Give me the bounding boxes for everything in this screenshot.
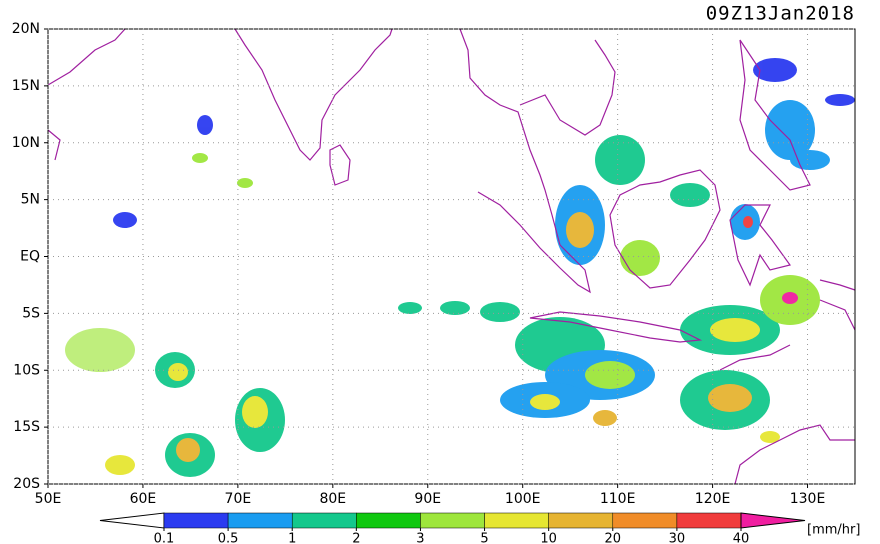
colorbar-box [356,512,421,529]
lat-label: 5S [22,305,40,321]
lon-label: 70E [225,491,252,507]
lat-label: 20S [13,476,40,492]
colorbar-box [420,512,485,529]
colorbar-box [291,512,357,529]
colorbar-box [227,512,293,529]
colorbar-box [676,512,742,529]
coastlines [47,28,856,485]
lat-label: 15S [13,419,40,435]
lat-label: 15N [12,78,40,94]
colorbar-label: 3 [416,532,424,544]
rain-areas [65,58,855,477]
colorbar-box [163,512,229,529]
colorbar-box [612,512,678,529]
colorbar-label: 40 [733,532,750,544]
colorbar-label: 2 [352,532,360,544]
lon-label: 60E [130,491,157,507]
colorbar-label: 0.1 [154,532,175,544]
lon-label: 110E [600,491,636,507]
map-title: 09Z13Jan2018 [706,3,855,25]
lat-label: 10S [13,362,40,378]
colorbar-label: 1 [288,532,296,544]
colorbar-label: 30 [669,532,686,544]
lat-label: 10N [12,135,40,151]
lon-label: 50E [35,491,62,507]
lat-label: 20N [12,21,40,37]
colorbar-label: 20 [605,532,622,544]
colorbar-arrow-low [99,512,165,529]
colorbar-unit: [mm/hr] [807,523,860,538]
colorbar-box [484,512,549,529]
lon-label: 90E [414,491,441,507]
lon-label: 130E [790,491,826,507]
lon-label: 80E [319,491,346,507]
lon-label: 100E [505,491,541,507]
colorbar-label: 0.5 [218,532,239,544]
colorbar-label: 10 [540,532,557,544]
lon-label: 120E [695,491,731,507]
colorbar-arrow-high [740,512,806,529]
lat-label: 5N [21,192,40,208]
colorbar-box [548,512,614,529]
lat-label: EQ [20,249,40,265]
colorbar-label: 5 [480,532,488,544]
